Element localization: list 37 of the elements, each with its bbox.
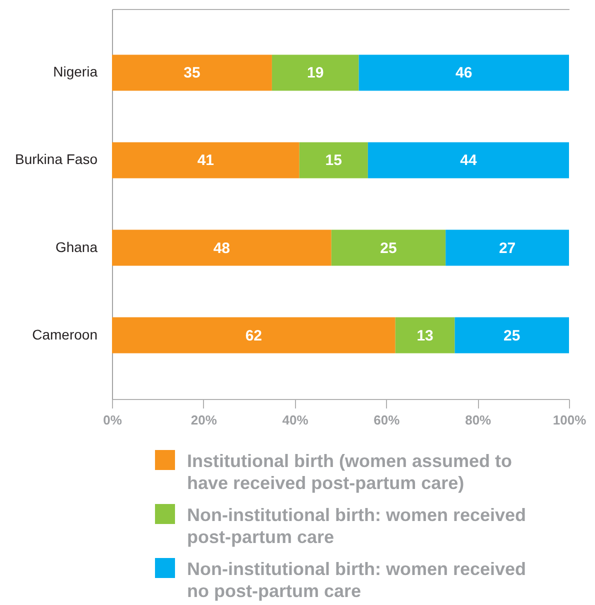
data-label: 25 — [380, 240, 397, 257]
data-label: 25 — [504, 327, 520, 344]
data-label: 27 — [498, 240, 516, 257]
data-label: 48 — [213, 240, 230, 257]
x-tick-label: 60% — [374, 412, 400, 428]
bar — [112, 54, 272, 91]
bar — [299, 142, 368, 178]
data-label: 13 — [416, 327, 434, 344]
bar — [272, 54, 359, 91]
x-tick-label: 0% — [103, 412, 122, 428]
bar — [395, 317, 455, 354]
bar — [112, 142, 300, 178]
bar — [454, 317, 569, 354]
y-tick-label: Nigeria — [53, 64, 98, 80]
data-label: 44 — [460, 152, 478, 170]
x-tick-label: 100% — [552, 412, 587, 428]
bar — [112, 230, 332, 266]
bar — [446, 230, 569, 266]
data-label: 15 — [325, 152, 342, 170]
y-tick-label: Burkina Faso — [15, 151, 98, 168]
bar — [368, 142, 569, 178]
legend-label: Institutional birth (women assumed to have received post-partum care) — [187, 451, 512, 493]
data-label: 19 — [307, 64, 324, 82]
bar — [331, 230, 446, 266]
data-label: 41 — [197, 152, 214, 170]
legend-label: Non-institutional birth: women received no post-partum care — [187, 559, 526, 601]
data-label: 62 — [245, 327, 262, 344]
x-tick-label: 40% — [282, 412, 309, 428]
y-tick-label: Ghana — [55, 238, 98, 255]
x-tick-label: 80% — [465, 412, 492, 428]
data-label: 35 — [184, 64, 200, 82]
bar — [358, 54, 569, 91]
y-tick-label: Cameroon — [32, 326, 98, 342]
data-label: 46 — [456, 64, 472, 82]
x-tick-label: 20% — [190, 412, 218, 428]
bar — [112, 317, 396, 354]
legend-label: Non-institutional birth: women received post-partum care — [187, 505, 526, 547]
